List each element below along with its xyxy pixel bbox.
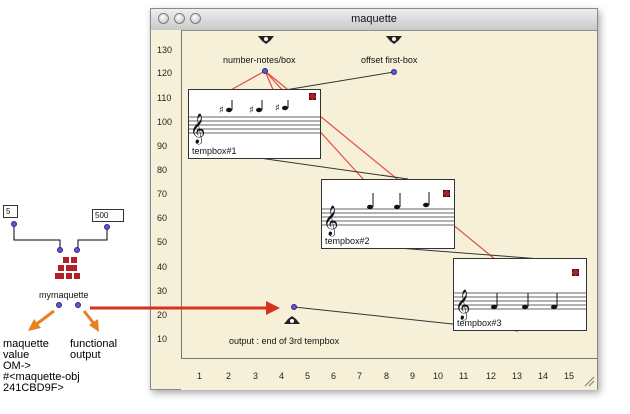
x-tick-label: 12 — [486, 371, 497, 381]
maquette-object-label: mymaquette — [39, 290, 89, 300]
inlet-dot-right[interactable] — [104, 224, 110, 230]
y-tick-label: 20 — [157, 310, 168, 320]
input-box-right[interactable]: 500 — [92, 209, 124, 222]
score-staff-1: 𝄞 ♯ ♯ ♯ — [189, 100, 320, 145]
x-tick-label: 7 — [357, 371, 363, 381]
output-inlet[interactable] — [291, 304, 297, 310]
y-tick-label: 40 — [157, 262, 168, 272]
tempbox-3[interactable]: 𝄞 tempbox#3 — [453, 258, 587, 331]
x-tick-label: 11 — [459, 371, 469, 381]
svg-text:𝄞: 𝄞 — [190, 113, 205, 145]
annotation-line: #<maquette-obj — [3, 371, 80, 383]
y-tick-label: 50 — [157, 237, 168, 247]
y-tick-label: 130 — [157, 45, 173, 55]
maquette-mark-icon — [572, 269, 579, 276]
x-tick-label: 1 — [197, 371, 203, 381]
svg-text:♯: ♯ — [219, 105, 224, 116]
x-tick-label: 3 — [253, 371, 259, 381]
maquette-glyph-icon — [55, 257, 80, 279]
annotation-line: 241CBD9F> — [3, 382, 64, 394]
y-tick-label: 10 — [157, 334, 168, 344]
output-icon[interactable] — [283, 315, 301, 325]
y-tick-label: 100 — [157, 117, 173, 127]
annotation-maquette-value: maquette value OM-> #<maquette-obj 241CB… — [3, 339, 80, 394]
y-tick-label: 120 — [157, 68, 173, 78]
input-offset-icon[interactable] — [385, 35, 403, 45]
x-tick-label: 9 — [410, 371, 416, 381]
x-tick-label: 6 — [331, 371, 337, 381]
offset-connection — [278, 71, 395, 92]
maquette-mark-icon — [309, 93, 316, 100]
maquette-outlet-right[interactable] — [75, 302, 81, 308]
annotation-line: functional — [70, 338, 118, 350]
x-tick-label: 8 — [384, 371, 390, 381]
minimize-window-icon[interactable] — [174, 13, 185, 24]
y-tick-label: 30 — [157, 286, 168, 296]
maquette-inlet-left[interactable] — [57, 247, 63, 253]
svg-text:♯: ♯ — [249, 105, 254, 116]
inlet-dot-left[interactable] — [11, 221, 17, 227]
maquette-mark-icon — [443, 190, 450, 197]
maquette-inlet-right[interactable] — [74, 247, 80, 253]
orange-arrow-left-head — [28, 319, 41, 331]
maquette-outlet-left[interactable] — [56, 302, 62, 308]
patch-cord-left — [13, 224, 61, 248]
box-connection — [384, 246, 542, 260]
input-number-notes-icon[interactable] — [257, 35, 275, 45]
x-tick-label: 2 — [226, 371, 232, 381]
window-titlebar[interactable]: maquette — [151, 9, 597, 31]
svg-text:𝄞: 𝄞 — [323, 205, 338, 237]
horizontal-ruler[interactable]: 1 2 3 4 5 6 7 8 9 10 11 12 13 14 15 — [181, 358, 597, 390]
zoom-window-icon[interactable] — [190, 13, 201, 24]
score-staff-3: 𝄞 — [454, 289, 586, 321]
tempbox-label: tempbox#1 — [192, 146, 237, 156]
tempbox-1[interactable]: 𝄞 ♯ ♯ ♯ tempbox#1 — [188, 89, 321, 159]
tempbox-label: tempbox#3 — [457, 318, 502, 328]
input-offset-label: offset first-box — [361, 55, 418, 65]
y-tick-label: 70 — [157, 189, 168, 199]
patch-connections — [13, 224, 108, 332]
annotation-functional-output: functional output — [70, 339, 117, 361]
y-tick-label: 110 — [157, 93, 172, 103]
annotation-line: OM-> — [3, 360, 31, 372]
vertical-ruler[interactable]: 130 120 110 100 90 80 70 60 50 40 30 20 … — [151, 30, 182, 358]
annotation-line: maquette — [3, 338, 49, 350]
maquette-window[interactable]: maquette 130 120 110 100 90 80 70 60 50 … — [150, 8, 598, 390]
offset-outlet[interactable] — [391, 69, 397, 75]
x-tick-label: 4 — [279, 371, 285, 381]
x-tick-label: 14 — [538, 371, 549, 381]
x-tick-label: 15 — [564, 371, 575, 381]
svg-text:𝄞: 𝄞 — [455, 289, 470, 321]
input-number-notes-label: number-notes/box — [223, 55, 296, 65]
annotation-line: output — [70, 349, 101, 361]
number-notes-outlet[interactable] — [262, 68, 268, 74]
output-label: output : end of 3rd tempbox — [229, 336, 340, 346]
y-tick-label: 60 — [157, 213, 168, 223]
x-tick-label: 5 — [305, 371, 311, 381]
input-box-left[interactable]: 5 — [3, 205, 18, 218]
tempbox-2[interactable]: 𝄞 tempbox#2 — [321, 179, 455, 249]
tempbox-label: tempbox#2 — [325, 236, 370, 246]
window-title: maquette — [351, 13, 397, 25]
patch-cord-right — [77, 227, 108, 248]
resize-grip-icon[interactable] — [583, 375, 595, 387]
red-connection — [264, 70, 275, 93]
score-staff-2: 𝄞 — [322, 192, 454, 237]
svg-text:♯: ♯ — [275, 103, 280, 114]
y-tick-label: 80 — [157, 165, 168, 175]
y-tick-label: 90 — [157, 141, 168, 151]
x-tick-label: 13 — [512, 371, 523, 381]
annotation-line: value — [3, 349, 30, 361]
x-tick-label: 10 — [433, 371, 444, 381]
orange-arrow-right-head — [89, 319, 99, 332]
red-connection — [228, 70, 266, 92]
maquette-object-icon[interactable] — [52, 247, 82, 283]
box-connection — [251, 156, 409, 180]
close-window-icon[interactable] — [158, 13, 169, 24]
